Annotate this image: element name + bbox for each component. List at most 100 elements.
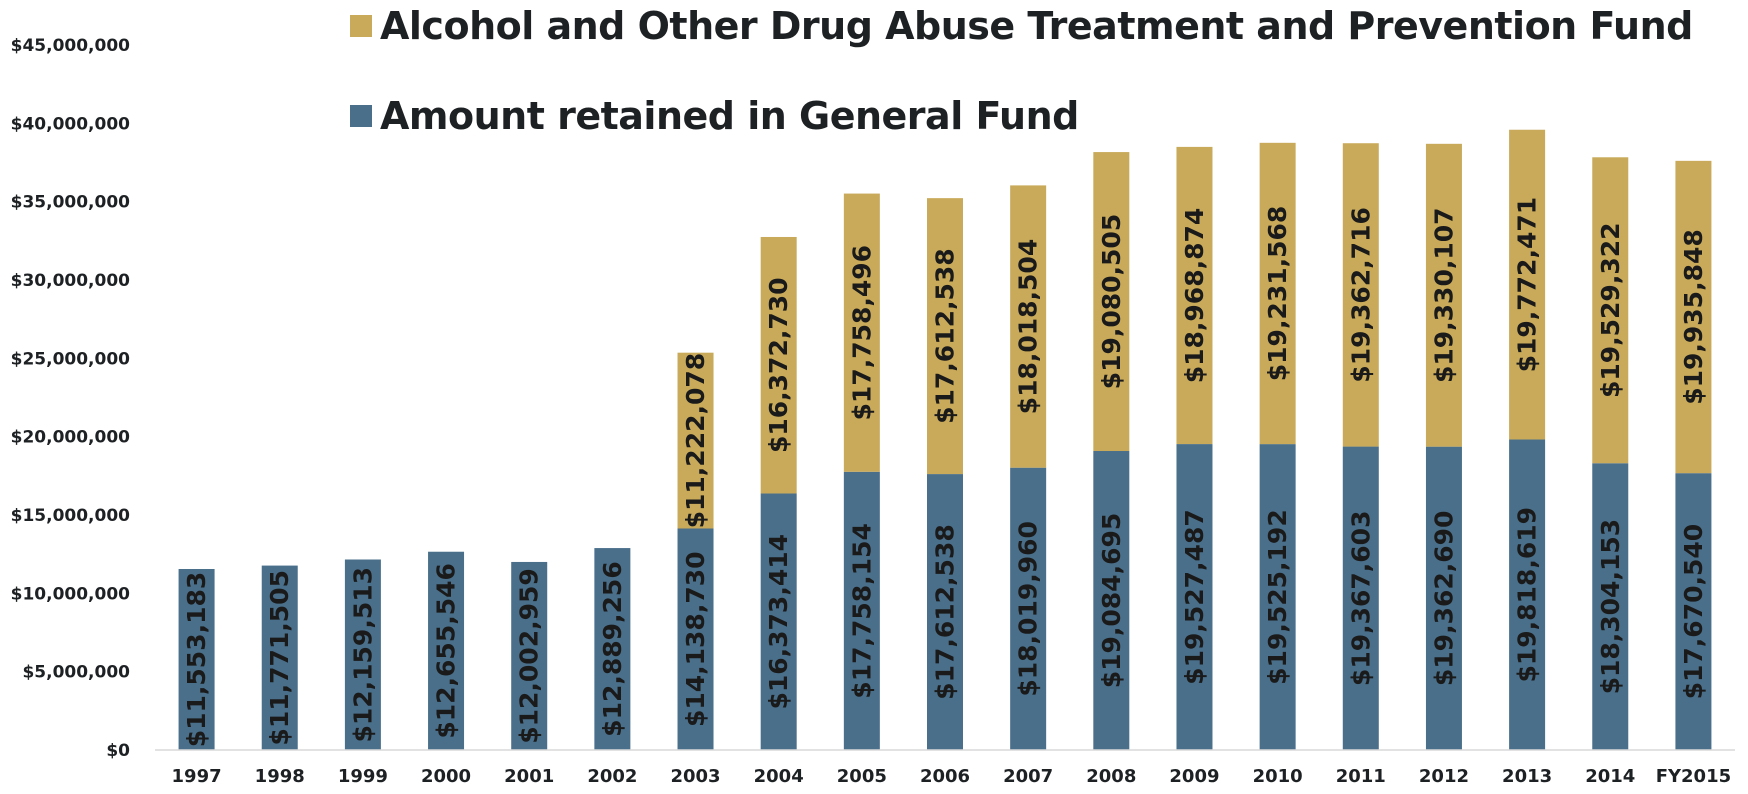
bar-general-fund <box>1425 446 1462 750</box>
y-tick-label: $40,000,000 <box>11 114 131 134</box>
bar-aod-fund <box>1342 143 1379 447</box>
data-label: $17,670,540 <box>1679 524 1708 700</box>
bar-general-fund <box>178 569 215 750</box>
y-tick-label: $0 <box>106 741 130 761</box>
bar-general-fund <box>1342 446 1379 750</box>
x-tick-label: 2010 <box>1253 766 1303 787</box>
data-label: $19,367,603 <box>1346 511 1375 687</box>
data-label: $12,159,513 <box>348 567 377 743</box>
bar-general-fund <box>1509 439 1546 750</box>
bar-general-fund <box>1259 444 1296 750</box>
x-axis: 1997 1998 1999 2000 2001 2002 2003 2004 2005 2006… <box>155 749 1735 787</box>
data-label: $19,084,695 <box>1097 513 1126 689</box>
data-label: $19,525,192 <box>1263 509 1292 685</box>
legend-label-general-fund: Amount retained in General Fund <box>380 94 1079 138</box>
data-label: $19,935,848 <box>1679 229 1708 405</box>
bar-aod-fund <box>1093 152 1130 452</box>
y-tick-label: $20,000,000 <box>11 428 131 448</box>
data-label: $12,002,959 <box>515 568 544 744</box>
bar-aod-fund <box>760 236 797 494</box>
legend-label-aod-fund: Alcohol and Other Drug Abuse Treatment a… <box>380 4 1693 48</box>
bar-general-fund <box>1176 444 1213 750</box>
x-tick-label: 1998 <box>255 766 305 787</box>
data-label: $17,758,496 <box>847 245 876 421</box>
bar-aod-fund <box>927 198 963 475</box>
legend-swatch-aod-fund <box>350 15 372 37</box>
x-tick-label: 2009 <box>1169 766 1219 787</box>
x-tick-label: 2013 <box>1502 766 1552 787</box>
data-label: $19,362,716 <box>1346 207 1375 383</box>
bar-general-fund <box>677 528 714 750</box>
y-tick-label: $10,000,000 <box>11 584 131 604</box>
bar-general-fund <box>428 551 465 750</box>
data-label: $19,818,619 <box>1513 507 1542 683</box>
data-label: $18,304,153 <box>1596 519 1625 695</box>
data-label: $19,527,487 <box>1180 509 1209 685</box>
bar-aod-fund <box>1425 143 1462 447</box>
x-tick-label: 2000 <box>421 766 471 787</box>
bar-general-fund <box>843 471 880 750</box>
bar-general-fund <box>760 493 797 750</box>
x-tick-label: 2006 <box>920 766 970 787</box>
y-tick-label: $15,000,000 <box>11 506 131 526</box>
bar-general-fund <box>1093 451 1130 750</box>
bar-general-fund <box>594 548 631 750</box>
x-tick-label: 2011 <box>1336 766 1386 787</box>
data-label: $12,889,256 <box>598 561 627 737</box>
bar-aod-fund <box>843 193 880 472</box>
y-tick-label: $35,000,000 <box>11 193 131 213</box>
y-tick-label: $45,000,000 <box>11 36 131 56</box>
data-label: $11,222,078 <box>681 353 710 529</box>
x-tick-label: 2012 <box>1419 766 1469 787</box>
bar-aod-fund <box>677 352 714 529</box>
x-tick-label: 1999 <box>338 766 388 787</box>
data-label: $19,080,505 <box>1097 214 1126 390</box>
legend-item-general-fund: Amount retained in General Fund <box>350 94 1079 138</box>
legend-item-aod-fund: Alcohol and Other Drug Abuse Treatment a… <box>350 4 1693 48</box>
data-label: $17,758,154 <box>847 523 876 699</box>
bar-aod-fund <box>1010 185 1047 468</box>
data-label: $18,968,874 <box>1180 208 1209 384</box>
bar-aod-fund <box>1509 129 1546 440</box>
y-tick-label: $25,000,000 <box>11 349 131 369</box>
x-tick-label: 1997 <box>172 766 222 787</box>
bar-general-fund <box>1675 473 1712 750</box>
bar-general-fund <box>511 561 548 750</box>
bar-aod-fund <box>1675 160 1712 474</box>
data-label: $12,655,546 <box>432 563 461 739</box>
x-tick-label: 2003 <box>670 766 720 787</box>
data-label: $18,019,960 <box>1014 521 1043 697</box>
x-tick-label: FY2015 <box>1656 766 1731 787</box>
x-tick-label: 2001 <box>504 766 554 787</box>
data-label: $19,362,690 <box>1429 511 1458 687</box>
y-tick-label: $5,000,000 <box>22 663 130 683</box>
data-label: $11,553,183 <box>182 572 211 748</box>
bar-general-fund <box>1010 467 1047 750</box>
data-label: $18,018,504 <box>1014 239 1043 415</box>
x-tick-label: 2005 <box>837 766 887 787</box>
data-label: $16,373,414 <box>764 534 793 710</box>
legend-swatch-general-fund <box>350 105 372 127</box>
y-axis: $0 $5,000,000 $10,000,000 $15,000,000 $20,00… <box>11 36 131 761</box>
bar-general-fund <box>1592 463 1629 750</box>
bar-general-fund <box>261 565 298 750</box>
data-label: $16,372,730 <box>764 277 793 453</box>
x-tick-label: 2007 <box>1003 766 1053 787</box>
data-label: $19,231,568 <box>1263 206 1292 382</box>
data-label: $19,529,322 <box>1596 222 1625 398</box>
y-tick-label: $30,000,000 <box>11 271 131 291</box>
bar-general-fund <box>927 474 963 750</box>
x-tick-label: 2002 <box>587 766 637 787</box>
data-label: $11,771,505 <box>265 570 294 746</box>
bar-aod-fund <box>1259 142 1296 445</box>
bar-aod-fund <box>1592 157 1629 464</box>
bar-general-fund <box>344 559 381 750</box>
x-tick-label: 2004 <box>754 766 804 787</box>
bar-aod-fund <box>1176 146 1213 445</box>
data-label: $19,772,471 <box>1513 197 1542 373</box>
x-tick-label: 2008 <box>1086 766 1136 787</box>
data-label: $19,330,107 <box>1429 207 1458 383</box>
data-label: $17,612,538 <box>931 248 960 424</box>
bars: $11,553,183 $11,771,505 $12,159,513 $12,655… <box>178 129 1712 750</box>
